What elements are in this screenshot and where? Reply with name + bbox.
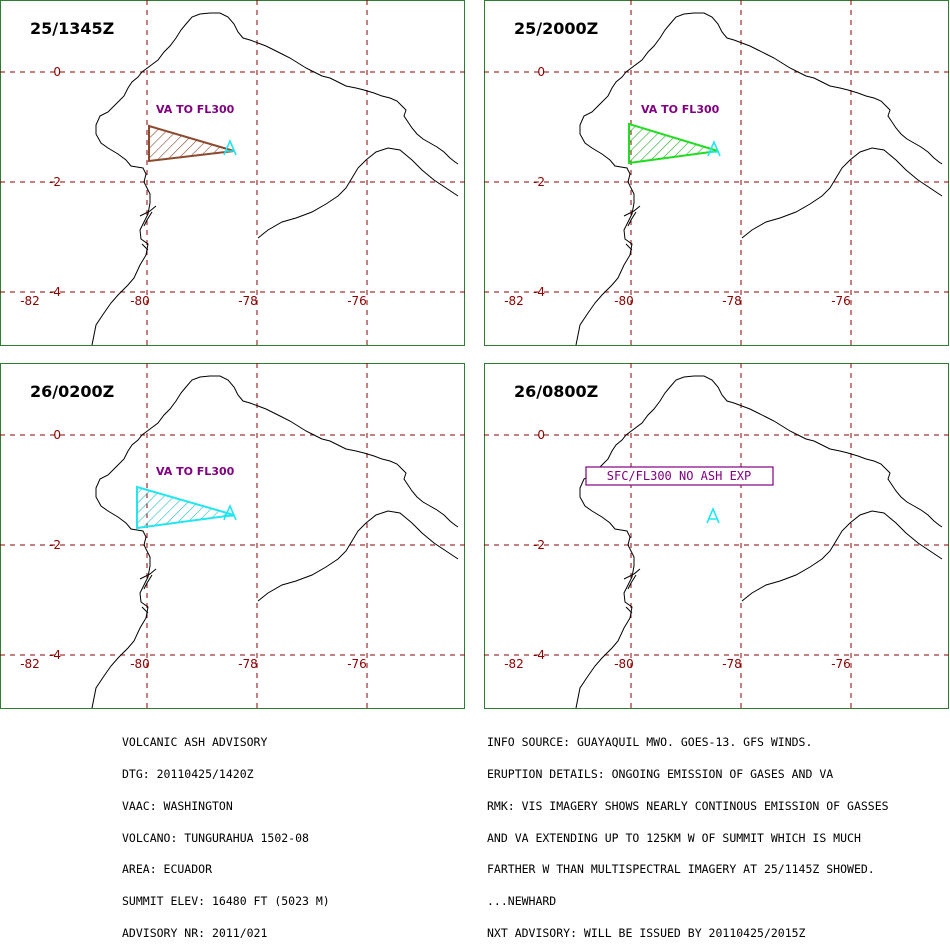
lat-label: -4 (533, 285, 545, 299)
lon-label: -82 (504, 294, 524, 308)
lon-label: -82 (20, 294, 40, 308)
lat-label: -4 (49, 648, 61, 662)
map-panel-1: 0 -2 -4 -82 -80 -78 -76 25/1345Z VA TO FL300 (0, 0, 465, 346)
advisory-line: FARTHER W THAN MULTISPECTRAL IMAGERY AT … (487, 862, 875, 877)
lon-label: -80 (614, 657, 634, 671)
map-panel-4: 0 -2 -4 -82 -80 -78 -76 26/0800Z SFC/FL300 NO AS… (484, 363, 949, 709)
lon-label: -78 (238, 294, 258, 308)
lon-label: -76 (347, 657, 367, 671)
advisory-line: VAAC: WASHINGTON (122, 798, 233, 813)
lat-label: -4 (533, 648, 545, 662)
lat-label: 0 (537, 428, 545, 442)
advisory-line: INFO SOURCE: GUAYAQUIL MWO. GOES-13. GFS… (487, 735, 813, 750)
map-panel-2: 0 -2 -4 -82 -80 -78 -76 25/2000Z VA TO FL300 (484, 0, 949, 346)
border-line (741, 510, 943, 602)
ash-polygon (628, 122, 719, 165)
advisory-line: DTG: 20110425/1420Z (122, 766, 254, 781)
lat-label: 0 (537, 65, 545, 79)
map-svg: 0 -2 -4 -82 -80 -78 -76 26/0800Z SFC/FL300 NO AS… (484, 363, 949, 709)
lon-label: -76 (831, 657, 851, 671)
advisory-line: RMK: VIS IMAGERY SHOWS NEARLY CONTINOUS … (487, 798, 889, 813)
advisory-line: ...NEWHARD (487, 894, 557, 909)
lat-label: 0 (53, 428, 61, 442)
panel-frame (0, 363, 465, 709)
panel-time-label: 26/0200Z (30, 382, 114, 401)
gulf-outline (139, 568, 157, 614)
border-line (257, 147, 459, 239)
volcano-icon (223, 503, 237, 521)
lat-label: -2 (533, 175, 545, 189)
map-svg: 0 -2 -4 -82 -80 -78 -76 26/0200Z VA TO FL300 (0, 363, 465, 709)
advisory-line: VOLCANO: TUNGURAHUA 1502-08 (122, 830, 309, 845)
ash-polygon (148, 124, 235, 163)
no-ash-box (585, 466, 774, 486)
border-line (257, 510, 459, 602)
map-panel-3: 0 -2 -4 -82 -80 -78 -76 26/0200Z VA TO FL300 (0, 363, 465, 709)
advisory-text-right: INFO SOURCE: GUAYAQUIL MWO. GOES-13. GFS… (487, 716, 889, 949)
advisory-line: NXT ADVISORY: WILL BE ISSUED BY 20110425… (487, 925, 806, 940)
coastline (91, 12, 459, 346)
advisory-line: VOLCANIC ASH ADVISORY (122, 735, 268, 750)
lon-label: -78 (722, 657, 742, 671)
coastline (91, 375, 459, 709)
coastline (575, 375, 943, 709)
lat-label: -4 (49, 285, 61, 299)
gulf-outline (623, 205, 641, 251)
lon-label: -76 (831, 294, 851, 308)
map-svg: 0 -2 -4 -82 -80 -78 -76 25/2000Z VA TO FL300 (484, 0, 949, 346)
no-ash-label: SFC/FL300 NO ASH EXP (607, 469, 752, 483)
advisory-text-left: VOLCANIC ASH ADVISORY DTG: 20110425/1420… (122, 716, 330, 949)
lat-label: -2 (533, 538, 545, 552)
ash-label: VA TO FL300 (641, 103, 720, 116)
advisory-line: SUMMIT ELEV: 16480 FT (5023 M) (122, 894, 330, 909)
panel-time-label: 26/0800Z (514, 382, 598, 401)
lon-label: -80 (130, 294, 150, 308)
lat-label: -2 (49, 538, 61, 552)
panel-frame (484, 0, 949, 346)
gulf-outline (139, 205, 157, 251)
coastline (575, 12, 943, 346)
map-svg: 0 -2 -4 -82 -80 -78 -76 25/1345Z VA TO FL300 (0, 0, 465, 346)
advisory-line: AND VA EXTENDING UP TO 125KM W OF SUMMIT… (487, 830, 861, 845)
advisory-line: AREA: ECUADOR (122, 862, 213, 877)
ash-label: VA TO FL300 (156, 103, 235, 116)
lon-label: -82 (20, 657, 40, 671)
ash-polygon (136, 485, 235, 530)
border-line (741, 147, 943, 239)
lon-label: -82 (504, 657, 524, 671)
gulf-outline (623, 568, 641, 614)
lat-label: 0 (53, 65, 61, 79)
lon-label: -78 (722, 294, 742, 308)
panel-time-label: 25/2000Z (514, 19, 598, 38)
panel-frame (0, 0, 465, 346)
lon-label: -78 (238, 657, 258, 671)
volcano-icon (706, 506, 720, 524)
panel-frame (484, 363, 949, 709)
advisory-line: ADVISORY NR: 2011/021 (122, 925, 268, 940)
lon-label: -80 (130, 657, 150, 671)
lon-label: -80 (614, 294, 634, 308)
volcano-icon (707, 139, 721, 157)
volcano-icon (223, 138, 237, 156)
advisory-line: ERUPTION DETAILS: ONGOING EMISSION OF GA… (487, 766, 834, 781)
ash-label: VA TO FL300 (156, 465, 235, 478)
panel-time-label: 25/1345Z (30, 19, 114, 38)
lon-label: -76 (347, 294, 367, 308)
lat-label: -2 (49, 175, 61, 189)
